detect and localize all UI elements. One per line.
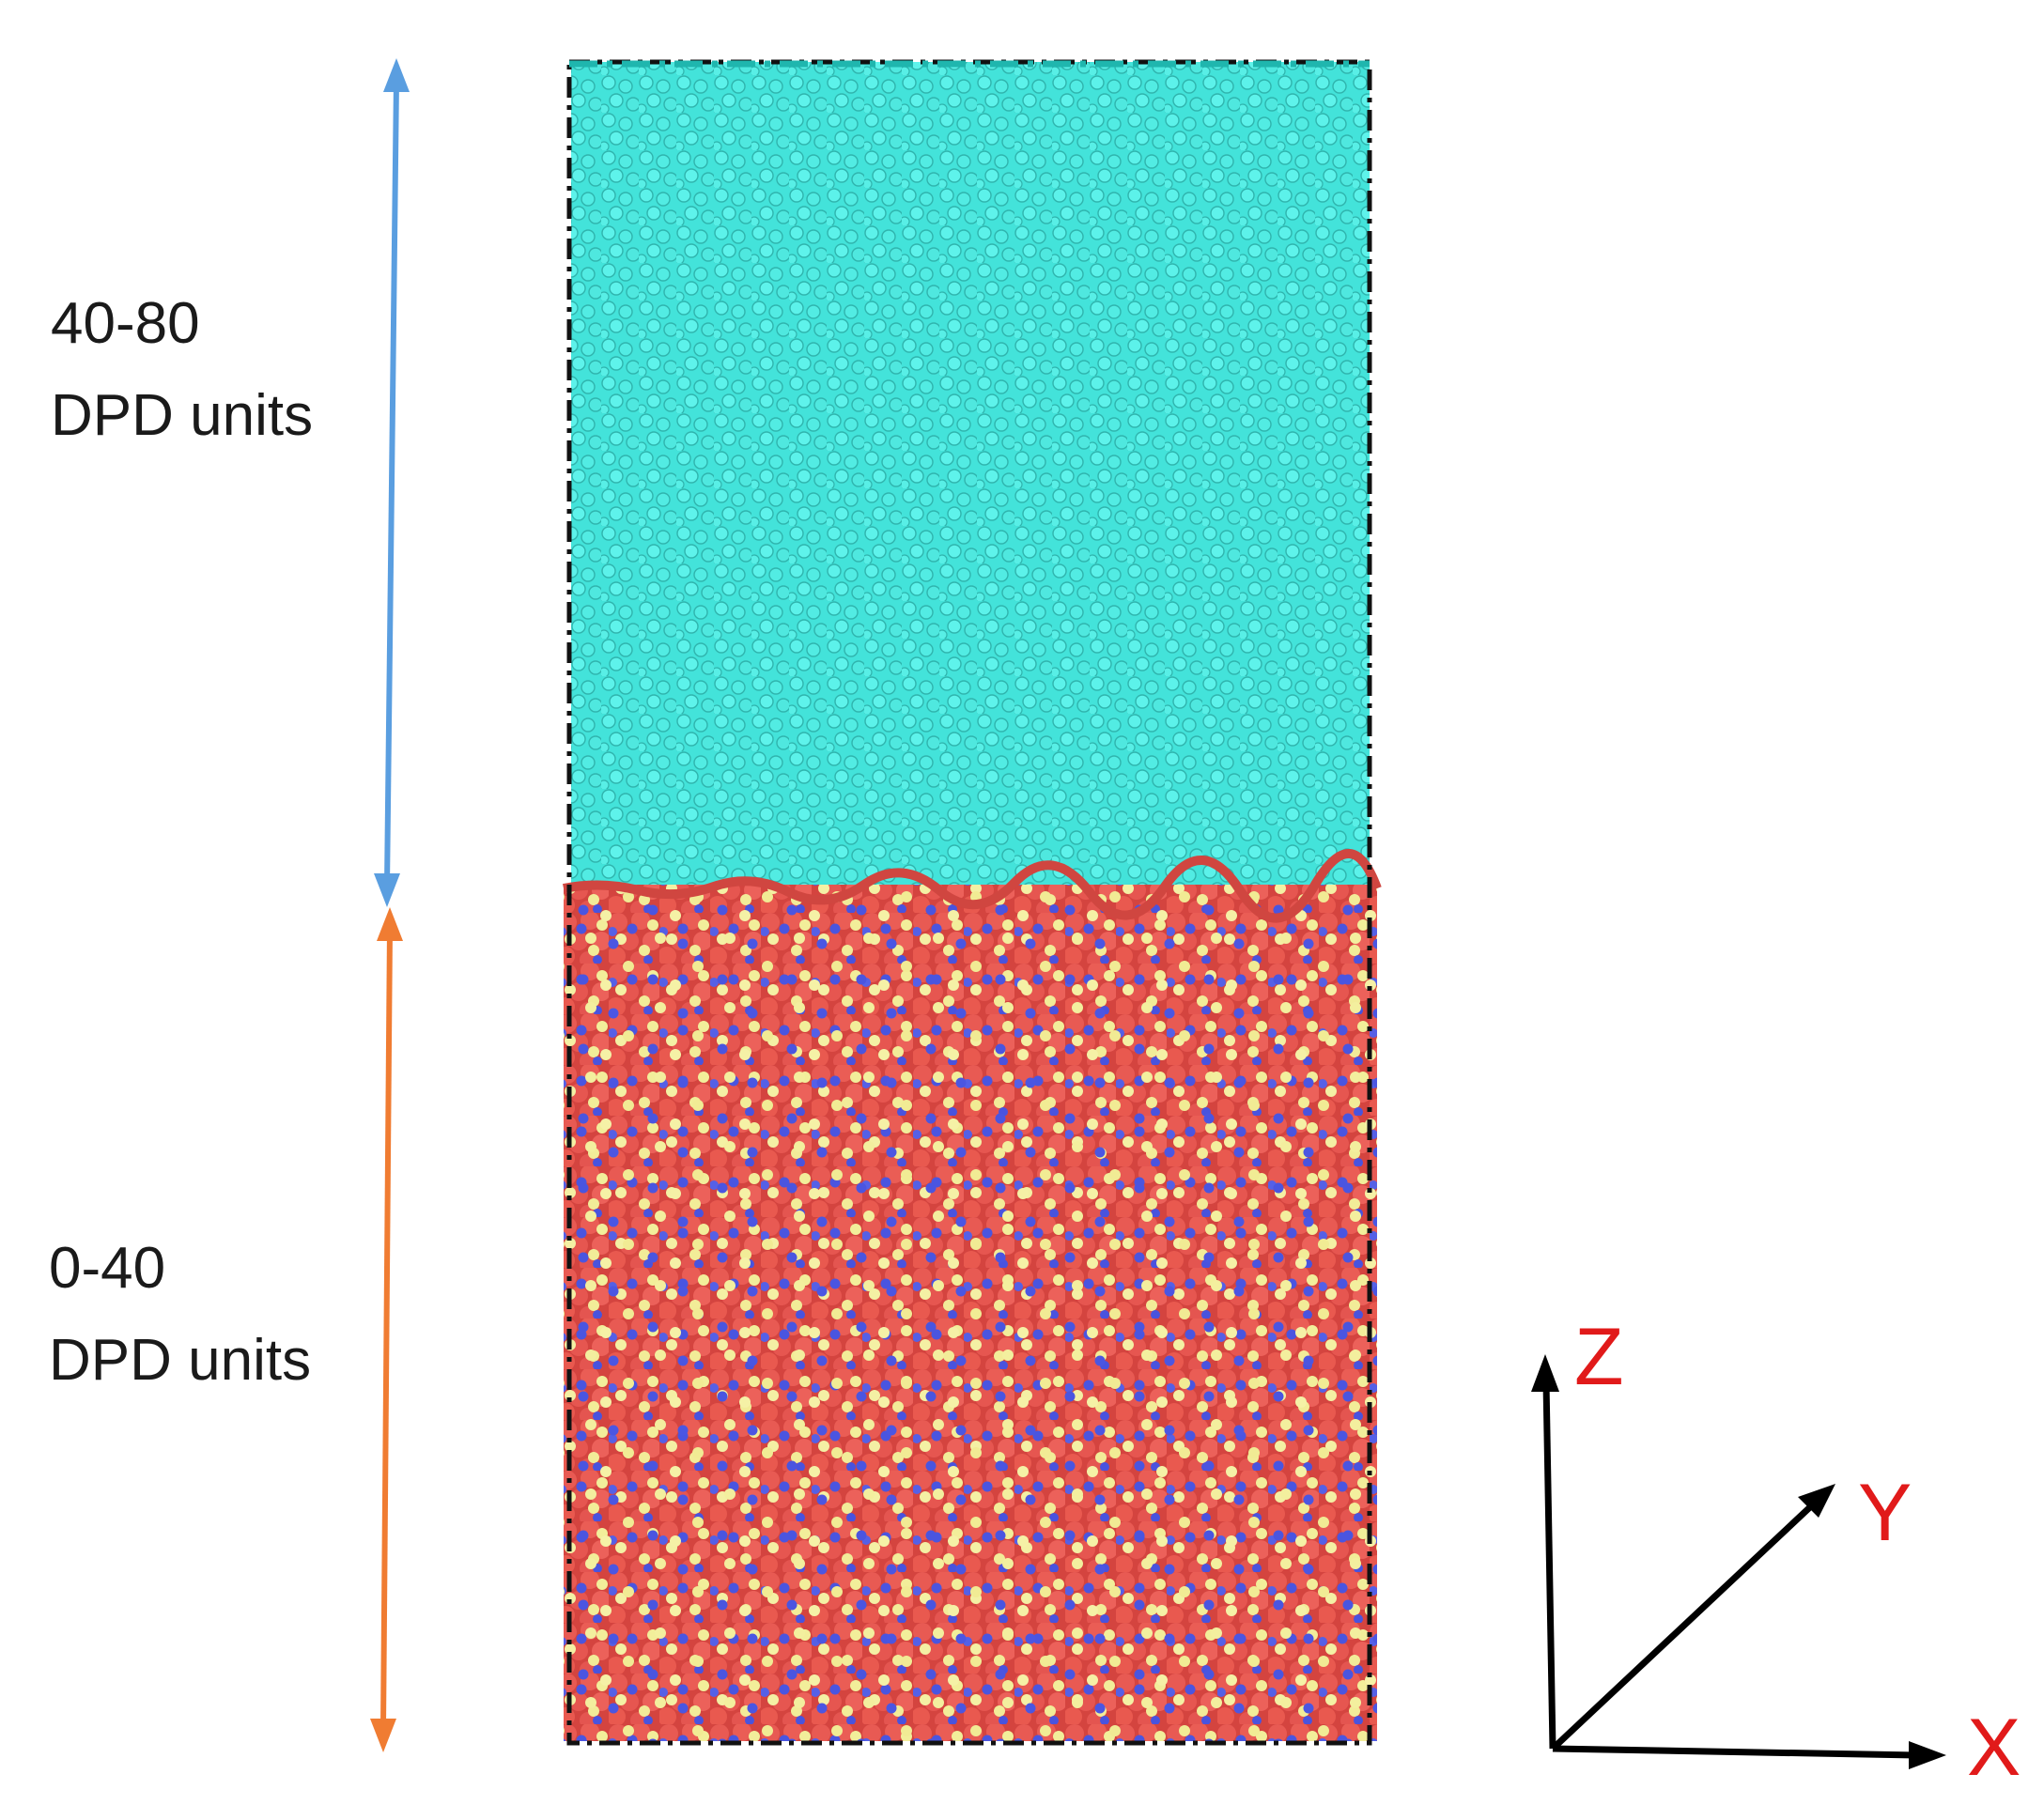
upper-range-value: 40-80	[51, 291, 200, 356]
lower-range-value: 0-40	[49, 1236, 166, 1301]
double-arrow-icon	[374, 58, 410, 907]
lower-range-label: 0-40 DPD units	[49, 1223, 311, 1407]
upper-range-units: DPD units	[51, 383, 314, 448]
lower-phase-overlay	[564, 885, 1377, 1741]
double-arrow-icon	[370, 907, 403, 1752]
axis-label-z: Z	[1574, 1312, 1624, 1402]
axis-label-x: X	[1967, 1703, 2021, 1793]
simulation-box-outline	[566, 59, 1372, 1746]
phase-interface	[563, 849, 1382, 923]
upper-phase-region	[571, 62, 1370, 894]
axis-label-y: Y	[1858, 1468, 1912, 1558]
axis-arrow-icon	[1531, 1354, 1946, 1769]
lower-range-units: DPD units	[49, 1328, 312, 1393]
upper-range-label: 40-80 DPD units	[51, 278, 313, 462]
